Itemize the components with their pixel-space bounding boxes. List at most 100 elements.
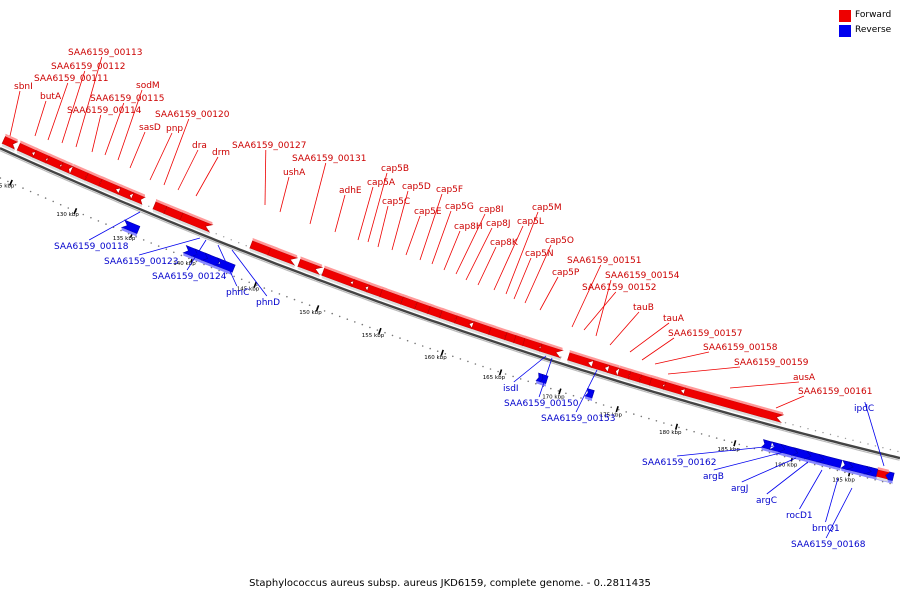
- forward-gene-label: cap5P: [539, 268, 580, 311]
- ruler-dot: [346, 318, 349, 321]
- forward-gene-name: SAA6159_00152: [582, 283, 656, 293]
- reverse-gene-name: brnQ1: [812, 524, 840, 534]
- forward-gene-label: dra: [177, 141, 207, 191]
- ruler-dot: [640, 415, 643, 418]
- ruler-dot: [82, 213, 85, 216]
- gene-arrow-highlight: [270, 245, 298, 258]
- ruler-dot: [813, 463, 816, 466]
- forward-gene-label: SAA6159_00161: [775, 387, 872, 409]
- tick-mark: [378, 327, 382, 335]
- feature-layer: [1, 133, 895, 484]
- ruler-dot: [354, 321, 356, 323]
- forward-gene-label: cap5C: [377, 197, 410, 248]
- gene-feature-rev-4: [213, 257, 236, 276]
- gene-feature-fwd-30: [539, 341, 564, 361]
- forward-gene-name: cap5O: [545, 236, 574, 246]
- outer-dot: [897, 450, 899, 453]
- tick-mark: [674, 423, 679, 430]
- forward-gene-name: cap5C: [382, 197, 410, 207]
- gene-feature-fwd-24: [454, 312, 477, 332]
- gene-arrow-highlight: [36, 147, 52, 157]
- label-layer: sbnI butA SAA6159_00111 SAA6159_00112 SAA615…: [9, 48, 885, 550]
- reverse-gene-name: argC: [756, 496, 777, 506]
- outer-dot: [814, 430, 817, 432]
- ruler-dot: [459, 358, 462, 360]
- outer-dot: [837, 435, 839, 438]
- gene-feature-fwd-29: [522, 335, 547, 356]
- ruler-dot: [22, 187, 24, 189]
- outer-dot: [792, 424, 794, 426]
- ruler-dot: [678, 426, 680, 429]
- ruler-dot: [263, 287, 266, 289]
- forward-gene-name: SAA6159_00157: [668, 329, 742, 339]
- label-leader: [419, 193, 443, 261]
- label-leader: [9, 90, 21, 137]
- forward-gene-name: cap5E: [414, 207, 442, 217]
- label-leader: [88, 211, 141, 241]
- gene-arrow-shade: [522, 345, 544, 356]
- forward-gene-name: SAA6159_00161: [798, 387, 872, 397]
- forward-gene-name: SAA6159_00111: [34, 74, 108, 84]
- ruler-dot: [406, 339, 409, 342]
- tick-mark: [615, 406, 619, 413]
- forward-gene-name: cap5D: [402, 182, 431, 192]
- forward-gene-name: SAA6159_00151: [567, 256, 641, 266]
- reverse-gene-name: SAA6159_00153: [541, 414, 615, 424]
- label-leader: [667, 366, 741, 375]
- gene-arrow-highlight: [630, 368, 645, 376]
- gene-arrow-shade: [488, 334, 510, 345]
- backbone-line: [0, 147, 900, 460]
- gene-arrow-shade: [591, 367, 609, 376]
- ruler-dot: [519, 378, 522, 380]
- gene-arrow-shade: [539, 351, 561, 361]
- ruler-dot: [0, 177, 2, 179]
- gene-arrow-shade: [617, 375, 632, 383]
- gene-feature-fwd-16: [321, 265, 359, 291]
- ruler-dot: [663, 422, 665, 424]
- forward-gene-label: sasD: [129, 123, 161, 169]
- forward-gene-label: cap5G: [431, 202, 474, 265]
- gene-arrow-shade: [214, 265, 233, 276]
- gene-arrow: [213, 257, 236, 273]
- outer-dot: [230, 239, 232, 241]
- ruler-dot: [655, 420, 658, 422]
- label-leader: [595, 279, 612, 337]
- gene-arrow-shade: [414, 309, 432, 318]
- label-leader: [729, 381, 800, 389]
- label-leader: [513, 257, 532, 300]
- label-leader: [641, 337, 675, 361]
- reverse-gene-name: SAA6159_00124: [152, 272, 227, 282]
- ruler-dot: [240, 278, 243, 281]
- gene-arrow: [98, 178, 124, 196]
- ruler-dot: [173, 251, 175, 254]
- reverse-gene-name: SAA6159_00168: [791, 540, 866, 550]
- legend-reverse-label: Reverse: [855, 25, 892, 35]
- gene-arrow-shade: [121, 227, 137, 237]
- ruler-dot: [233, 275, 235, 278]
- gene-arrow: [567, 352, 596, 369]
- forward-gene-label: SAA6159_00154: [595, 271, 680, 337]
- ruler-dot: [67, 207, 70, 209]
- label-leader: [654, 351, 710, 365]
- ruler-dot: [369, 326, 371, 329]
- outer-dot: [245, 245, 247, 247]
- label-leader: [443, 230, 461, 271]
- tick-mark: [558, 388, 562, 395]
- outer-dot: [829, 433, 832, 436]
- gene-arrow-shade: [152, 209, 167, 218]
- ruler-dot: [617, 408, 620, 411]
- reverse-gene-name: argB: [703, 472, 724, 482]
- label-leader: [825, 487, 853, 539]
- reverse-gene-name: ipdC: [854, 404, 874, 414]
- ruler-dot: [489, 368, 492, 370]
- forward-gene-name: SAA6159_00159: [734, 358, 809, 368]
- tick-label: 160 kbp: [424, 355, 447, 361]
- gene-feature-fwd-38: [663, 379, 689, 399]
- gene-arrow-highlight: [430, 303, 446, 312]
- tick-label: 130 kbp: [56, 212, 79, 218]
- ruler-dot: [361, 323, 364, 326]
- ruler-dot: [474, 363, 477, 365]
- gene-arrow-highlight: [403, 294, 422, 304]
- label-leader: [465, 227, 493, 281]
- gene-arrow: [876, 469, 890, 480]
